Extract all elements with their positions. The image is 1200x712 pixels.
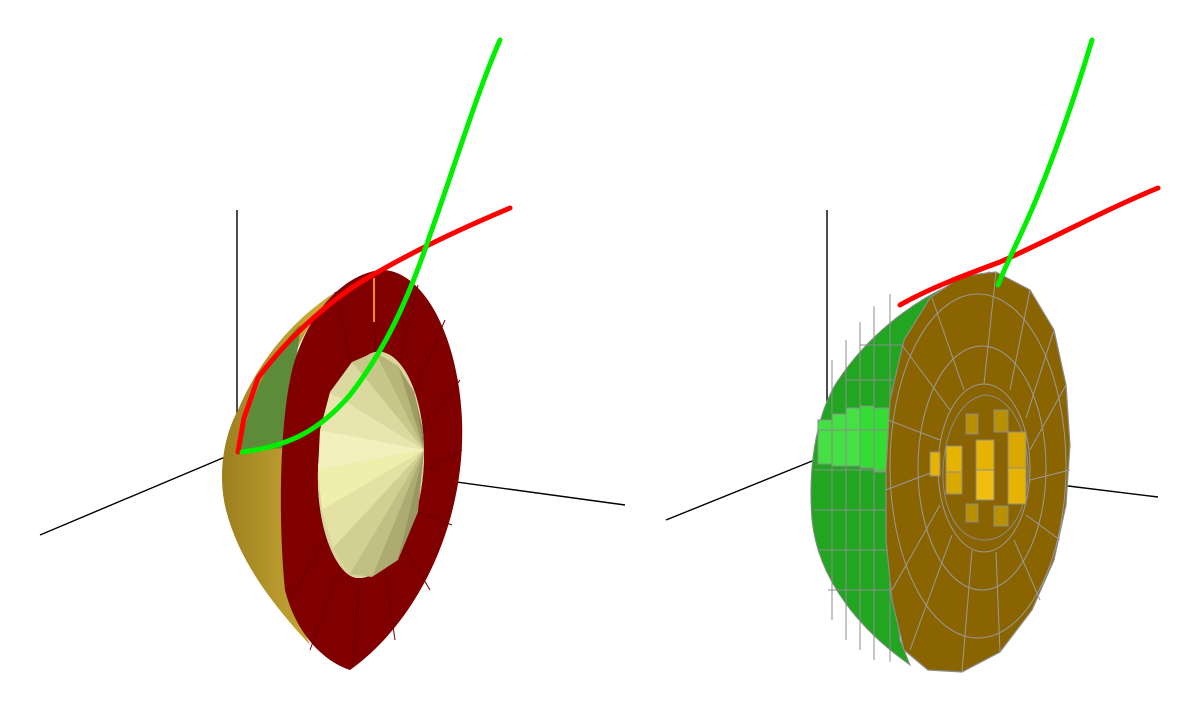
right-figure-panel (640, 0, 1200, 712)
green-curve (239, 37, 503, 455)
x-axis (665, 454, 828, 521)
red-curve (897, 185, 1161, 308)
mesh-shell (810, 271, 991, 667)
inner-cavity (317, 351, 425, 579)
red-curve (235, 205, 513, 455)
ring-face (280, 269, 463, 670)
mesh-inner-cavity (929, 394, 1029, 541)
outer-shell (222, 270, 380, 645)
y-axis (1059, 484, 1159, 498)
left-figure-panel (39, 37, 626, 670)
right-3d-plot (665, 37, 1161, 673)
x-axis (39, 451, 238, 536)
ring-segment-lines (289, 271, 463, 669)
green-curve (995, 37, 1095, 288)
left-3d-plot (39, 37, 626, 670)
